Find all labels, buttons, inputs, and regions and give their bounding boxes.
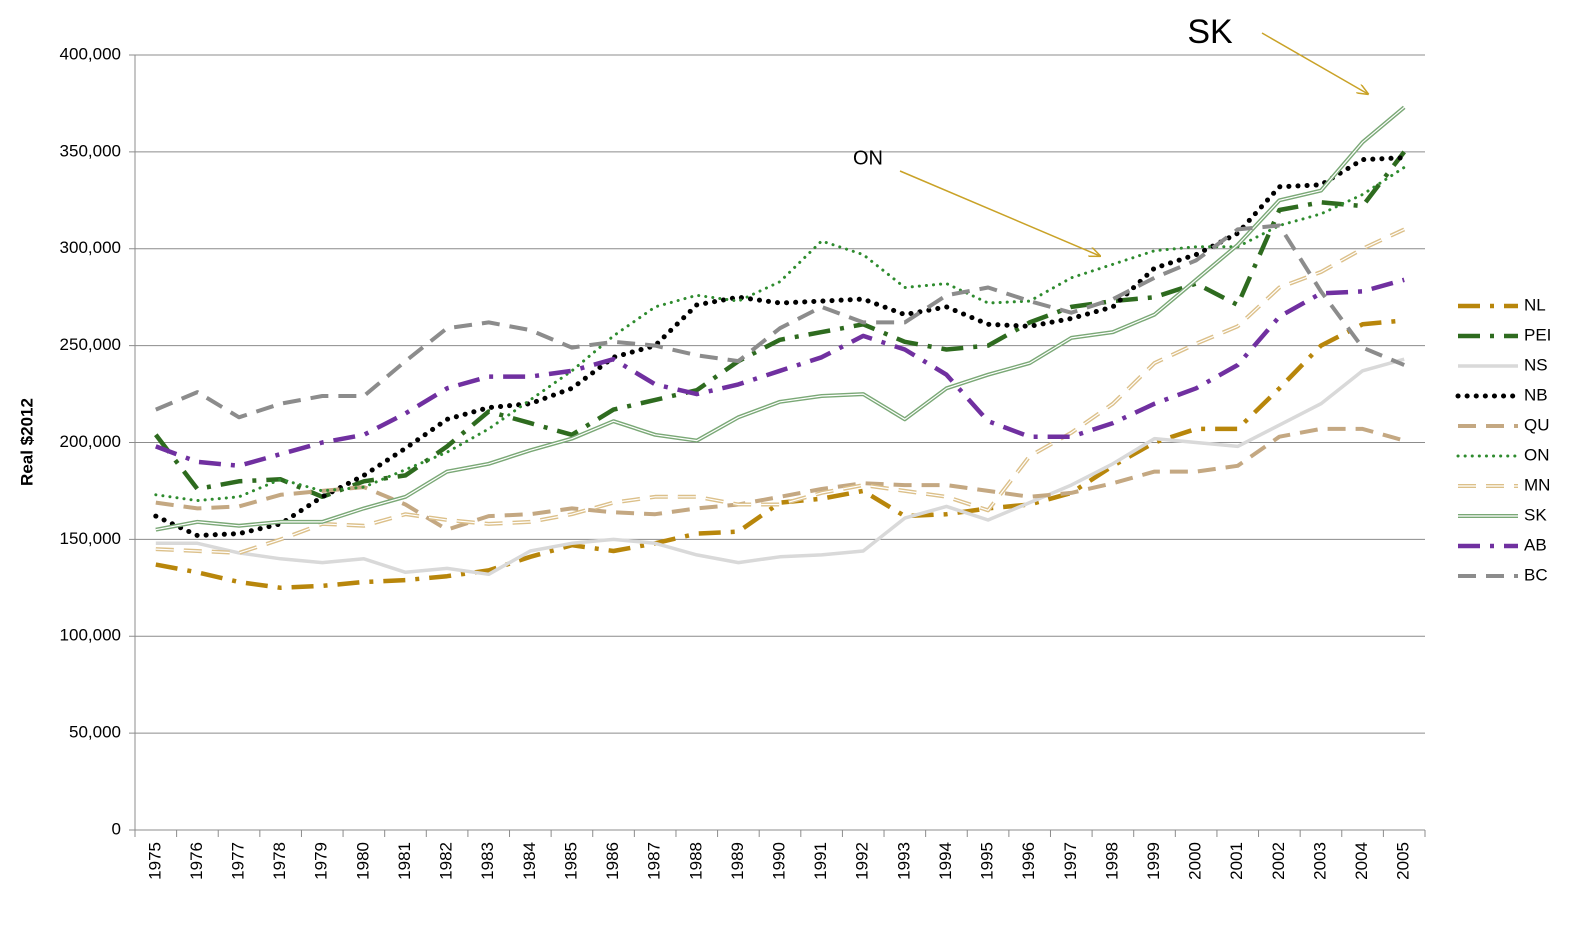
series-line — [155, 223, 1405, 420]
x-tick-label: 2000 — [1186, 842, 1205, 880]
x-tick-label: 1980 — [353, 842, 372, 880]
x-tick-label: 1997 — [1061, 842, 1080, 880]
y-tick-label: 300,000 — [60, 238, 121, 257]
series-line-inner — [155, 228, 1405, 554]
x-tick-label: 1994 — [936, 842, 955, 880]
series-line-inner — [155, 106, 1405, 531]
x-tick-label: 1982 — [437, 842, 456, 880]
x-tick-label: 1999 — [1144, 842, 1163, 880]
legend-label: PEI — [1524, 325, 1551, 344]
series-line — [155, 277, 1405, 469]
legend-label: NS — [1524, 355, 1548, 374]
series-line — [155, 318, 1405, 591]
legend-label: QU — [1524, 415, 1550, 434]
x-tick-label: 2005 — [1394, 842, 1413, 880]
x-tick-label: 1998 — [1102, 842, 1121, 880]
x-tick-label: 2002 — [1269, 842, 1288, 880]
series — [153, 105, 1407, 591]
x-tick-label: 1989 — [728, 842, 747, 880]
y-tick-label: 250,000 — [60, 335, 121, 354]
annotation-arrow — [899, 170, 1100, 256]
x-tick-label: 1981 — [395, 842, 414, 880]
x-tick-label: 1975 — [145, 842, 164, 880]
y-tick-label: 100,000 — [60, 626, 121, 645]
x-tick-label: 1991 — [811, 842, 830, 880]
x-tick-label: 2003 — [1310, 842, 1329, 880]
y-tick-label: 200,000 — [60, 432, 121, 451]
x-tick-label: 1988 — [686, 842, 705, 880]
y-tick-label: 350,000 — [60, 141, 121, 160]
annotation: ON — [853, 147, 883, 169]
y-tick-label: 400,000 — [60, 44, 121, 63]
x-tick-label: 1979 — [312, 842, 331, 880]
x-tick-label: 1986 — [603, 842, 622, 880]
y-tick-label: 0 — [112, 819, 121, 838]
x-tick-label: 1977 — [229, 842, 248, 880]
x-tick-label: 1996 — [1019, 842, 1038, 880]
legend-label: SK — [1524, 505, 1547, 524]
series-line — [155, 105, 1406, 532]
series-line — [154, 150, 1406, 500]
annotation: SK — [1187, 13, 1233, 51]
series-line — [155, 227, 1406, 555]
x-tick-label: 1984 — [520, 842, 539, 880]
grid — [129, 54, 1426, 837]
legend-label: NL — [1524, 295, 1546, 314]
y-tick-label: 150,000 — [60, 529, 121, 548]
x-tick-label: 1987 — [645, 842, 664, 880]
x-tick-label: 2001 — [1227, 842, 1246, 880]
series-line — [153, 155, 1407, 538]
x-tick-label: 1983 — [478, 842, 497, 880]
legend-label: ON — [1524, 445, 1550, 464]
series-line — [155, 357, 1405, 577]
series-line — [154, 165, 1406, 503]
legend-label: NB — [1524, 385, 1548, 404]
x-tick-label: 1976 — [187, 842, 206, 880]
x-tick-label: 1978 — [270, 842, 289, 880]
x-tick-label: 2004 — [1352, 842, 1371, 880]
legend-label: BC — [1524, 565, 1548, 584]
x-tick-label: 1995 — [978, 842, 997, 880]
annotation-arrow — [1261, 32, 1368, 94]
legend-label: AB — [1524, 535, 1547, 554]
y-tick-label: 50,000 — [69, 723, 121, 742]
x-tick-label: 1990 — [769, 842, 788, 880]
x-tick-label: 1985 — [561, 842, 580, 880]
y-axis-title: Real $2012 — [17, 398, 36, 486]
x-tick-label: 1992 — [853, 842, 872, 880]
x-tick-label: 1993 — [894, 842, 913, 880]
legend-label: MN — [1524, 475, 1550, 494]
